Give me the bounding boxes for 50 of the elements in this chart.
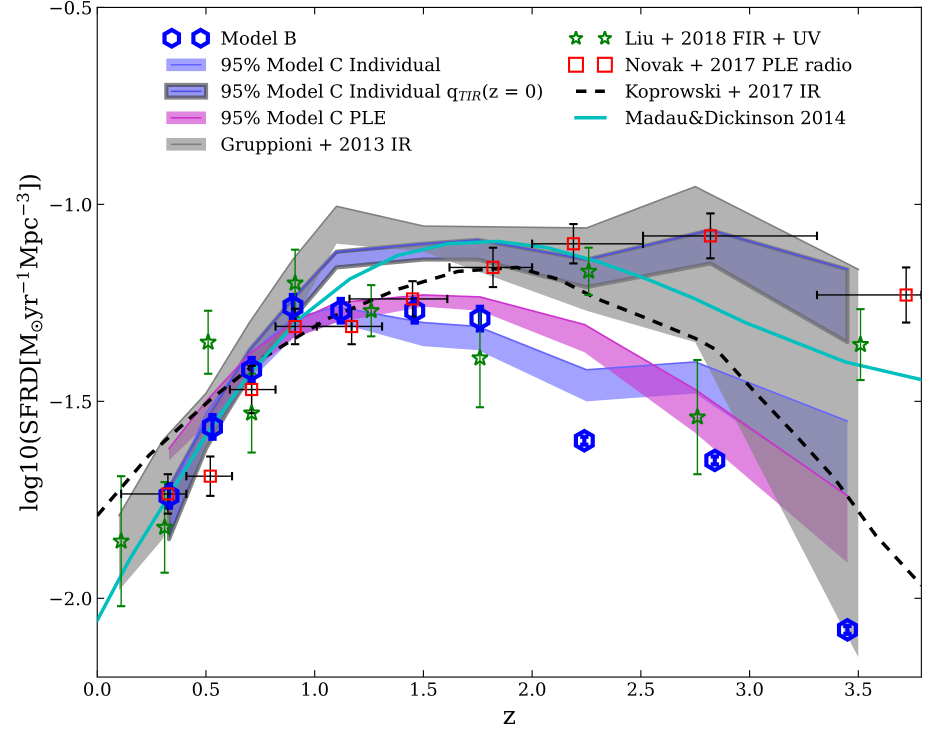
x-tick-label: 0.0 [84,682,110,696]
legend-label: 95% Model C PLE [222,110,385,124]
point [242,404,261,421]
point [245,382,258,396]
y-tick-label: −1.5 [50,394,91,408]
legend-label: Novak + 2017 PLE radio [626,57,852,72]
y-tick-label: −0.5 [50,0,91,15]
point [566,237,580,250]
x-tick-label: 2.0 [519,682,546,696]
point [836,618,858,642]
point [241,358,262,382]
x-axis-title: z [504,711,515,724]
y-tick-label: −1.0 [50,198,92,212]
x-tick-label: 2.5 [628,682,654,696]
point [202,415,223,439]
point [574,428,595,453]
legend-label: Koprowski + 2017 IR [626,84,821,102]
point [469,306,490,330]
legend-label: Model B [221,30,296,45]
legend-label: Liu + 2018 FIR + UV [626,31,821,45]
point [199,332,218,350]
legend-label: 95% Model C Individual q$_{TIR}$(z = 0) [222,84,542,102]
legend-label: Gruppioni + 2013 IR [222,137,412,154]
x-tick-label: 0.5 [192,682,219,696]
x-tick-label: 3.0 [736,682,763,696]
line-series [97,240,922,622]
x-tick-label: 3.5 [845,682,872,696]
x-tick-label: 1.0 [302,682,328,696]
y-axis-title: log10(SFRD[M$_{☉}$yr$^{−1}$Mpc$^{−3}$]) [16,175,43,511]
point [156,518,174,536]
x-tick-label: 1.5 [411,682,436,696]
point [204,470,217,483]
point [580,262,598,280]
legend-label: 95% Model C Individual [222,57,440,72]
y-tick-label: −2.0 [50,592,92,606]
point [704,448,726,472]
point [288,320,302,334]
point [486,260,500,274]
point [345,320,358,334]
point [900,288,913,302]
point [852,335,870,352]
point [470,348,489,366]
point [704,229,718,242]
line-series [118,186,860,516]
point [688,408,706,425]
point [362,301,380,319]
point [112,532,130,549]
point [282,294,304,319]
legend-label: Madau&Dickinson 2014 [626,110,846,124]
point [286,274,304,291]
